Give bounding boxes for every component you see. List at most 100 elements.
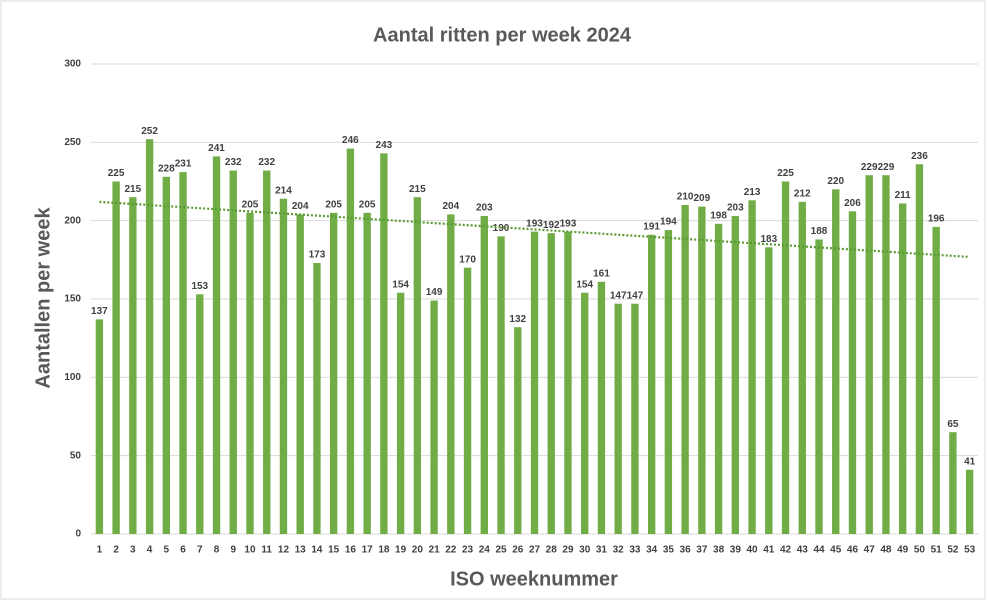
x-tick-label: 38 [713, 545, 725, 556]
value-label: 137 [91, 306, 108, 317]
bar [112, 181, 120, 534]
value-label: 211 [895, 190, 912, 201]
bar [497, 236, 505, 535]
bar [698, 206, 706, 535]
bar [614, 303, 622, 534]
x-tick-label: 48 [880, 545, 892, 556]
bar [748, 200, 756, 535]
value-label: 252 [141, 126, 158, 137]
bar [714, 223, 723, 535]
x-tick-label: 44 [813, 545, 825, 556]
bar [547, 233, 555, 534]
value-label: 188 [811, 226, 828, 237]
x-tick-label: 23 [462, 545, 474, 556]
value-label: 193 [560, 218, 577, 229]
value-label: 236 [911, 151, 928, 162]
bar [731, 215, 740, 534]
value-label: 173 [309, 250, 326, 261]
value-label: 246 [342, 135, 359, 146]
x-tick-label: 16 [345, 545, 357, 556]
bar [95, 319, 104, 534]
x-tick-label: 9 [230, 545, 236, 556]
bar [229, 170, 237, 535]
x-tick-label: 26 [512, 545, 524, 556]
bar [564, 231, 572, 534]
value-label: 154 [576, 279, 593, 290]
bar [798, 201, 806, 534]
bar [463, 267, 472, 534]
value-label: 209 [694, 193, 711, 204]
value-label: 183 [760, 234, 777, 245]
x-tick-label: 24 [479, 545, 491, 556]
bar [899, 203, 907, 534]
x-tick-label: 29 [562, 545, 574, 556]
value-label: 215 [124, 184, 141, 195]
value-label: 225 [108, 168, 125, 179]
x-tick-label: 7 [197, 545, 203, 556]
bar [949, 432, 957, 534]
x-tick-label: 28 [546, 545, 558, 556]
y-tick-label: 250 [64, 137, 81, 148]
bar [346, 148, 355, 534]
value-label: 147 [627, 290, 644, 301]
bar [681, 205, 689, 534]
y-tick-label: 100 [64, 372, 81, 383]
value-label: 154 [392, 279, 409, 290]
value-label: 214 [275, 185, 292, 196]
x-tick-label: 46 [847, 545, 859, 556]
x-tick-label: 18 [378, 545, 390, 556]
value-label: 65 [947, 419, 959, 430]
x-tick-label: 12 [278, 545, 290, 556]
bar [363, 212, 371, 535]
x-tick-label: 51 [931, 545, 943, 556]
bar [279, 198, 288, 534]
bar [848, 211, 857, 534]
bar [765, 247, 773, 535]
value-label: 192 [543, 220, 560, 231]
bar [263, 170, 271, 535]
value-label: 203 [476, 203, 493, 214]
x-axis-label: ISO weeknummer [450, 568, 618, 590]
bar [480, 215, 488, 534]
bar [915, 164, 924, 534]
y-tick-label: 200 [64, 215, 81, 226]
value-label: 232 [225, 157, 242, 168]
value-label: 204 [442, 201, 459, 212]
x-tick-label: 1 [97, 545, 103, 556]
bar [781, 181, 790, 534]
x-tick-label: 5 [164, 545, 170, 556]
x-tick-label: 47 [864, 545, 876, 556]
x-tick-label: 2 [113, 545, 119, 556]
x-tick-label: 21 [429, 545, 441, 556]
x-tick-label: 4 [147, 545, 153, 556]
bar [145, 139, 154, 534]
value-label: 147 [610, 290, 627, 301]
bar [212, 156, 221, 534]
x-tick-label: 31 [596, 545, 608, 556]
y-tick-label: 300 [64, 59, 81, 70]
value-label: 212 [794, 189, 811, 200]
y-tick-label: 50 [70, 450, 82, 461]
value-label: 170 [459, 254, 476, 265]
value-label: 229 [861, 162, 878, 173]
x-tick-label: 39 [730, 545, 742, 556]
bar [664, 230, 673, 535]
x-tick-label: 27 [529, 545, 541, 556]
bar [413, 197, 422, 534]
x-tick-label: 34 [646, 545, 658, 556]
x-tick-label: 22 [445, 545, 457, 556]
bar [296, 214, 304, 534]
value-label: 194 [660, 217, 677, 228]
bar [514, 327, 522, 534]
x-tick-label: 25 [495, 545, 507, 556]
value-label: 193 [526, 218, 543, 229]
y-tick-label: 150 [64, 294, 81, 305]
x-tick-label: 40 [747, 545, 759, 556]
x-tick-label: 13 [295, 545, 307, 556]
x-tick-label: 45 [830, 545, 842, 556]
x-tick-label: 52 [947, 545, 959, 556]
bar [597, 281, 606, 534]
x-tick-label: 8 [214, 545, 220, 556]
x-tick-label: 50 [914, 545, 926, 556]
